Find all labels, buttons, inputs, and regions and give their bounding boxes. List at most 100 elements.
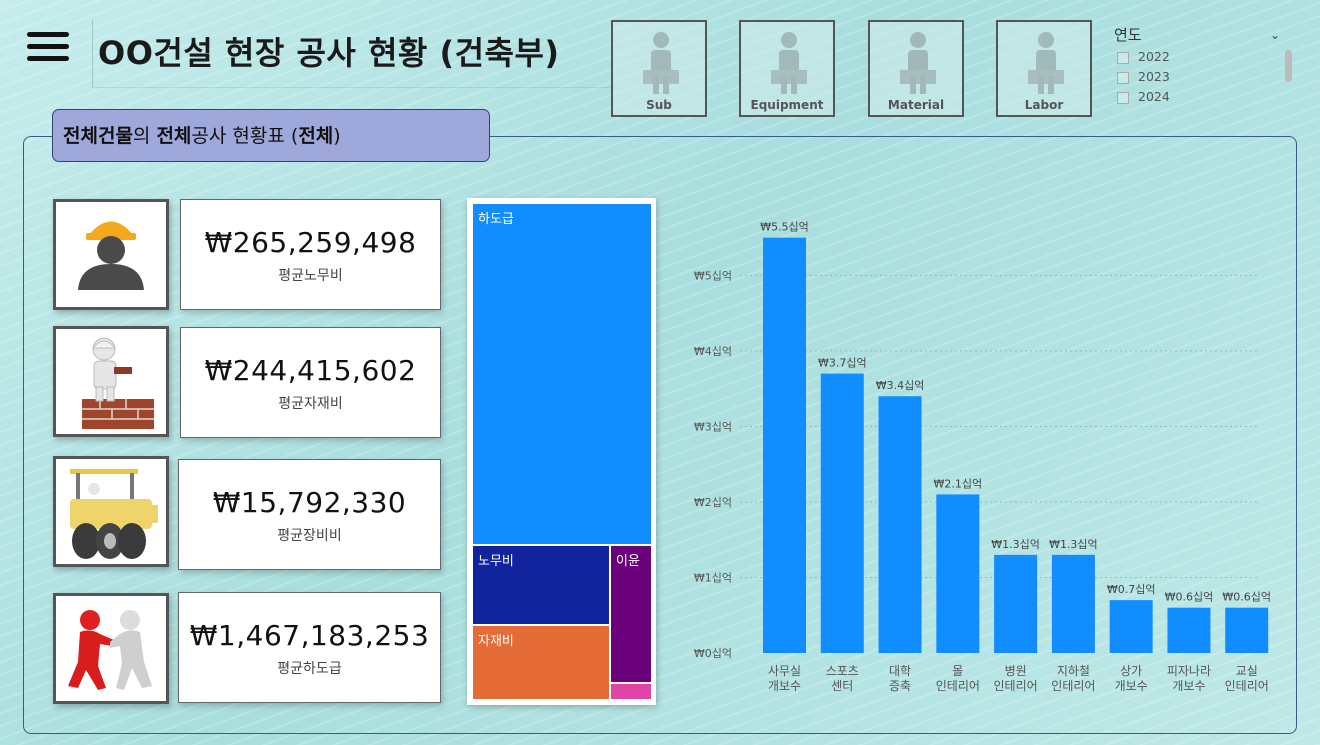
slicer-option-label: 2024 (1138, 89, 1170, 104)
treemap-tile-material[interactable]: 자재비 (473, 626, 609, 699)
bar[interactable] (1109, 600, 1153, 653)
bar[interactable] (936, 494, 980, 653)
bar[interactable] (994, 554, 1038, 653)
nav-button-equipment[interactable]: Equipment (739, 20, 835, 117)
kpi-value: ₩1,467,183,253 (189, 619, 430, 652)
bar-data-label: ₩2.1십억 (934, 477, 983, 490)
tile-label: 이윤 (616, 554, 640, 569)
slicer-option-2022[interactable]: 2022 (1114, 49, 1294, 68)
kpi-value: ₩265,259,498 (204, 226, 417, 259)
subtitle-text: 의 (132, 125, 157, 147)
worker-figure-icon (643, 32, 679, 94)
main-panel (23, 136, 1297, 734)
x-tick-label: 교실 (1236, 664, 1258, 678)
treemap-tile-profit[interactable]: 이윤 (611, 546, 651, 682)
x-tick-label: 개보수 (1115, 679, 1148, 693)
kpi-value: ₩15,792,330 (212, 486, 407, 519)
x-tick-label: 스포츠 (826, 664, 859, 678)
worker-icon (53, 199, 169, 310)
bar[interactable] (763, 237, 806, 653)
nav-button-label: Labor (1024, 98, 1064, 112)
partners-icon (53, 593, 169, 704)
x-tick-label: 상가 (1120, 664, 1142, 678)
kpi-label: 평균장비비 (277, 528, 342, 544)
title-frame (92, 20, 612, 88)
x-tick-label: 피자나라 (1167, 664, 1211, 678)
slicer-title: 연도 (1114, 26, 1142, 44)
x-tick-label: 대학 (889, 664, 911, 678)
bar[interactable] (1051, 554, 1095, 653)
x-tick-label: 개보수 (768, 679, 801, 693)
nav-button-sub[interactable]: Sub (611, 20, 707, 117)
worker-figure-icon (900, 32, 936, 94)
kpi-label: 평균하도급 (277, 661, 342, 677)
cost-treemap: 하도급 노무비 이윤 자재비 (467, 198, 656, 705)
bar-data-label: ₩3.4십억 (876, 379, 925, 392)
bar[interactable] (1225, 607, 1269, 653)
y-tick-label: ₩3십억 (694, 420, 732, 433)
kpi-card-subcontract: ₩1,467,183,253 평균하도급 (178, 592, 441, 703)
chevron-down-icon[interactable]: ⌄ (1269, 28, 1280, 42)
year-slicer: 연도 ⌄ 2022 2023 2024 (1114, 24, 1294, 116)
subtitle-text: ) (333, 125, 341, 147)
subtitle-scope: 전체 (156, 125, 192, 147)
kpi-card-equipment: ₩15,792,330 평균장비비 (178, 459, 441, 570)
kpi-card-labor: ₩265,259,498 평균노무비 (180, 199, 441, 310)
bricklayer-icon (53, 326, 169, 437)
bar-data-label: ₩0.6십억 (1165, 591, 1214, 604)
y-tick-label: ₩2십억 (694, 496, 732, 509)
bar[interactable] (820, 373, 864, 653)
tile-label: 자재비 (478, 634, 514, 649)
nav-button-labor[interactable]: Labor (996, 20, 1092, 117)
x-tick-label: 인테리어 (994, 679, 1038, 693)
treemap-tile-other[interactable] (611, 684, 651, 699)
y-tick-label: ₩1십억 (694, 571, 732, 584)
x-tick-label: 병원 (1005, 664, 1027, 678)
x-tick-label: 지하철 (1057, 664, 1090, 678)
y-tick-label: ₩5십억 (694, 269, 732, 282)
section-subtitle: 전체건물의 전체공사 현황표 (전체) (52, 109, 490, 162)
slicer-option-2023[interactable]: 2023 (1114, 69, 1294, 88)
kpi-value: ₩244,415,602 (204, 354, 417, 387)
slicer-option-label: 2023 (1138, 69, 1170, 84)
bar-data-label: ₩0.6십억 (1222, 591, 1271, 604)
nav-button-label: Material (887, 98, 945, 112)
worker-figure-icon (771, 32, 807, 94)
y-tick-label: ₩4십억 (694, 345, 732, 358)
x-tick-label: 센터 (831, 679, 853, 693)
x-tick-label: 사무실 (768, 664, 801, 678)
x-tick-label: 인테리어 (1225, 679, 1269, 693)
slicer-scrollbar[interactable] (1285, 50, 1292, 82)
checkbox[interactable] (1117, 52, 1129, 64)
nav-button-material[interactable]: Material (868, 20, 964, 117)
nav-button-label: Equipment (750, 98, 824, 112)
bar-data-label: ₩1.3십억 (991, 538, 1040, 551)
checkbox[interactable] (1117, 92, 1129, 104)
treemap-tile-labor[interactable]: 노무비 (473, 546, 609, 624)
checkbox[interactable] (1117, 72, 1129, 84)
x-tick-label: 개보수 (1172, 679, 1205, 693)
menu-icon[interactable] (27, 32, 69, 62)
bar-data-label: ₩5.5십억 (760, 221, 809, 234)
bar-data-label: ₩3.7십억 (818, 357, 867, 370)
tile-label: 하도급 (478, 212, 514, 227)
kpi-card-material: ₩244,415,602 평균자재비 (180, 327, 441, 438)
slicer-option-label: 2022 (1138, 49, 1170, 64)
subtitle-text: 공사 현황표 ( (191, 125, 299, 147)
bar-data-label: ₩1.3십억 (1049, 538, 1098, 551)
treemap-tile-subcontract[interactable]: 하도급 (473, 204, 651, 544)
nav-button-label: Sub (646, 98, 672, 112)
x-tick-label: 인테리어 (1051, 679, 1095, 693)
road-roller-icon (53, 456, 169, 567)
tile-label: 노무비 (478, 554, 514, 569)
bar[interactable] (1167, 607, 1211, 653)
subtitle-building: 전체건물 (63, 125, 133, 147)
slicer-option-2024[interactable]: 2024 (1114, 89, 1294, 108)
x-tick-label: 인테리어 (936, 679, 980, 693)
x-tick-label: 증축 (889, 679, 911, 693)
worker-figure-icon (1028, 32, 1064, 94)
bar[interactable] (878, 396, 922, 653)
kpi-label: 평균노무비 (278, 268, 343, 284)
bar-data-label: ₩0.7십억 (1107, 583, 1156, 596)
